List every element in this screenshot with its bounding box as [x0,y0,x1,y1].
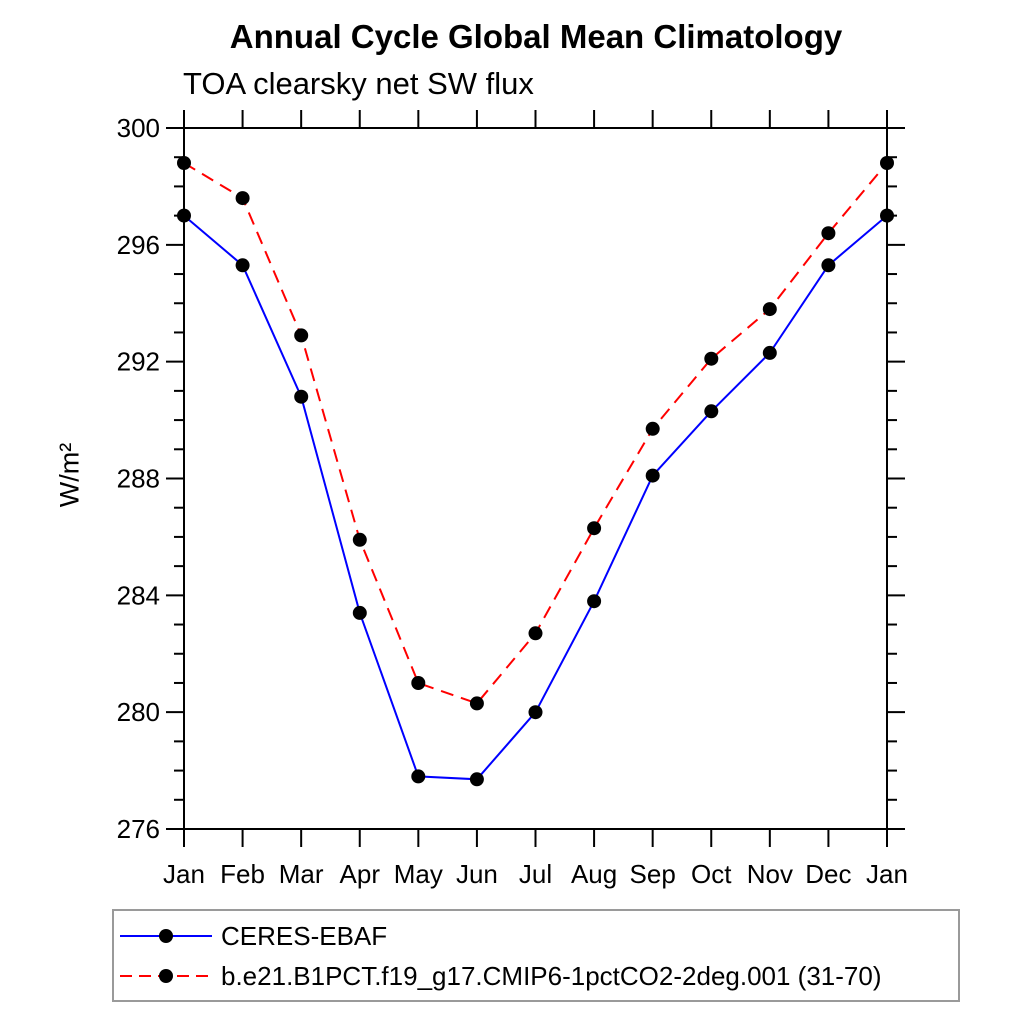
series-marker [704,351,719,366]
series-line-b-e21-b1pct-f19-g17-cmip [183,162,888,705]
x-tick-label: Apr [340,859,381,889]
series-marker [762,345,777,360]
legend-swatch [120,969,212,983]
x-tick-label: Jul [519,859,552,889]
series-marker [645,421,660,436]
legend-dot-icon [159,929,173,943]
y-tick-label: 284 [117,580,160,610]
series-line-ceres-ebaf [183,214,888,781]
series-marker [821,258,836,273]
x-tick-label: Nov [747,859,793,889]
series-marker [294,389,309,404]
series-marker [704,404,719,419]
series-marker [352,605,367,620]
x-tick-label: May [394,859,443,889]
legend: CERES-EBAF b.e21.B1PCT.f19_g17.CMIP6-1pct… [112,909,960,1002]
series-marker [411,676,426,690]
series-marker [645,468,660,483]
series-marker [294,328,309,343]
plot-frame [183,127,888,830]
series-marker [880,208,894,223]
y-tick-label: 276 [117,814,160,844]
x-tick-label: Feb [220,859,265,889]
legend-item: b.e21.B1PCT.f19_g17.CMIP6-1pctCO2-2deg.0… [118,956,958,996]
x-tick-label: Sep [630,859,676,889]
x-tick-label: Dec [805,859,851,889]
chart-subtitle: TOA clearsky net SW flux [183,66,534,101]
series-marker [528,705,543,720]
series-marker [528,626,543,641]
series-marker [469,772,484,787]
series-marker [352,532,367,547]
y-tick-label: 280 [117,697,160,727]
legend-swatch [120,929,212,943]
x-tick-label: Oct [691,859,732,889]
series-marker [821,226,836,241]
series-marker [177,156,191,170]
y-tick-label: 288 [117,464,160,494]
series-marker [880,156,894,170]
series-marker [411,769,426,784]
series-marker [235,258,250,273]
x-tick-label: Jan [866,859,908,889]
series-marker [235,191,250,206]
legend-dot-icon [159,969,173,983]
legend-label: CERES-EBAF [221,920,388,951]
series-marker [587,594,602,609]
y-tick-label: 292 [117,347,160,377]
x-tick-label: Jun [456,859,498,889]
x-tick-label: Jan [163,859,205,889]
series-marker [587,521,602,536]
series-marker [762,302,777,317]
legend-item: CERES-EBAF [118,916,958,956]
y-tick-label: 296 [117,230,160,260]
x-tick-label: Aug [571,859,617,889]
chart-title: Annual Cycle Global Mean Climatology [229,18,843,55]
series-marker [177,208,191,223]
legend-label: b.e21.B1PCT.f19_g17.CMIP6-1pctCO2-2deg.0… [221,960,882,991]
y-tick-label: 300 [117,113,160,143]
x-tick-label: Mar [279,859,324,889]
series-marker [469,696,484,711]
